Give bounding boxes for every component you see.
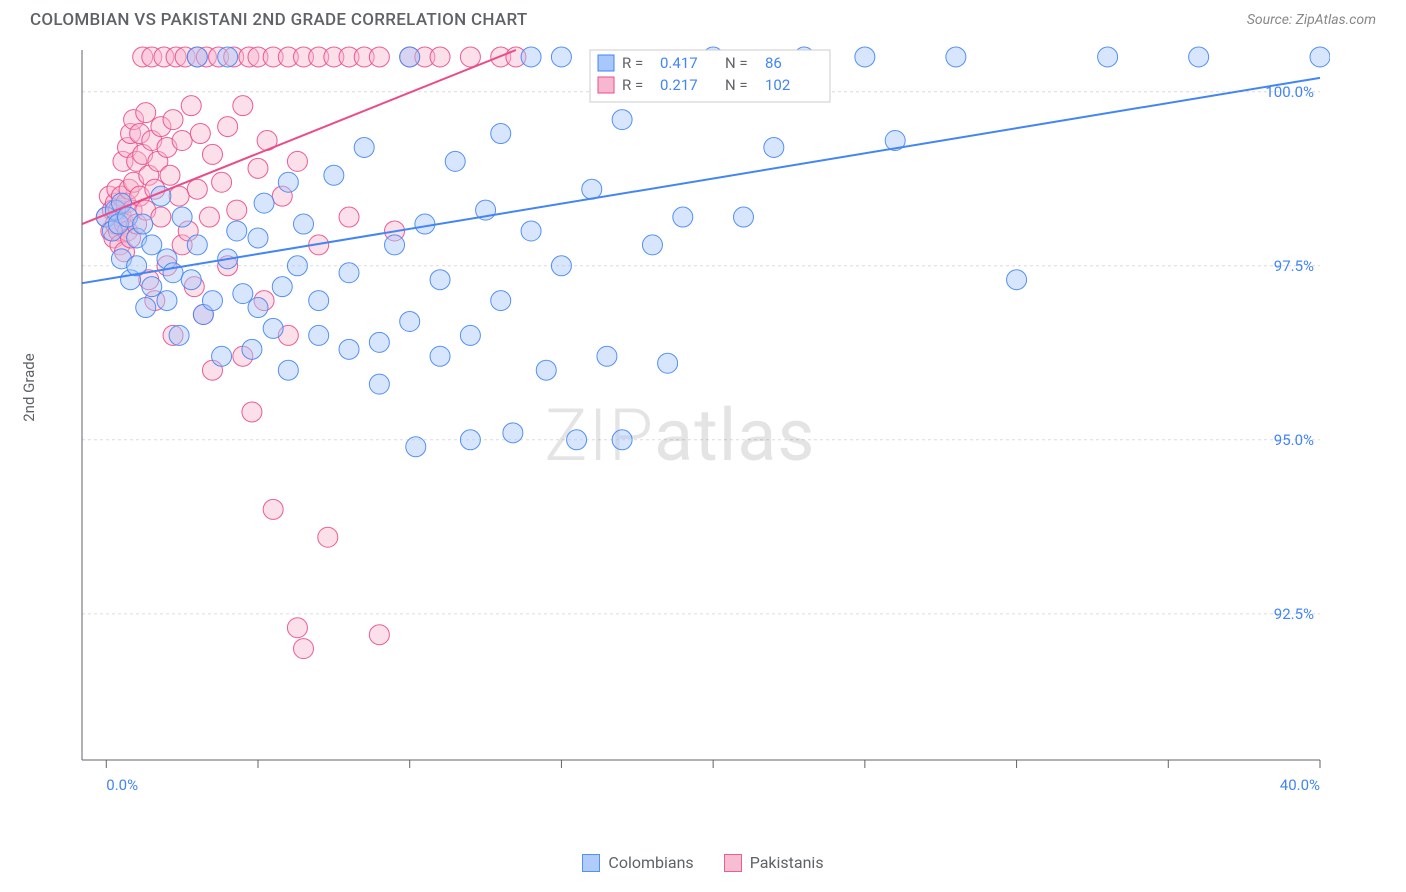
chart-header: COLOMBIAN VS PAKISTANI 2ND GRADE CORRELA… xyxy=(0,0,1406,34)
svg-text:N =: N = xyxy=(725,54,748,72)
svg-text:40.0%: 40.0% xyxy=(1280,776,1320,794)
legend: Colombians Pakistanis xyxy=(30,853,1376,872)
source-attribution: Source: ZipAtlas.com xyxy=(1247,12,1376,28)
y-axis-label: 2nd Grade xyxy=(20,353,38,421)
svg-text:R =: R = xyxy=(622,54,643,72)
legend-item-colombians: Colombians xyxy=(582,853,693,872)
svg-text:0.0%: 0.0% xyxy=(106,776,138,794)
svg-text:0.417: 0.417 xyxy=(660,54,698,72)
chart-title: COLOMBIAN VS PAKISTANI 2ND GRADE CORRELA… xyxy=(30,10,528,30)
legend-item-pakistanis: Pakistanis xyxy=(724,853,824,872)
legend-label: Colombians xyxy=(608,853,693,872)
svg-text:95.0%: 95.0% xyxy=(1274,431,1314,449)
svg-text:102: 102 xyxy=(765,76,790,94)
svg-text:92.5%: 92.5% xyxy=(1274,605,1314,623)
scatter-plot-svg: 92.5%95.0%97.5%100.0%ZIPatlas0.0%40.0%R … xyxy=(30,40,1330,820)
svg-text:R =: R = xyxy=(622,76,643,94)
svg-text:N =: N = xyxy=(725,76,748,94)
chart-area: 2nd Grade 92.5%95.0%97.5%100.0%ZIPatlas0… xyxy=(30,40,1376,872)
svg-text:97.5%: 97.5% xyxy=(1274,257,1314,275)
legend-swatch-pakistanis xyxy=(724,854,742,872)
svg-text:86: 86 xyxy=(765,54,782,72)
legend-label: Pakistanis xyxy=(750,853,824,872)
legend-swatch-colombians xyxy=(582,854,600,872)
svg-text:0.217: 0.217 xyxy=(660,76,698,94)
